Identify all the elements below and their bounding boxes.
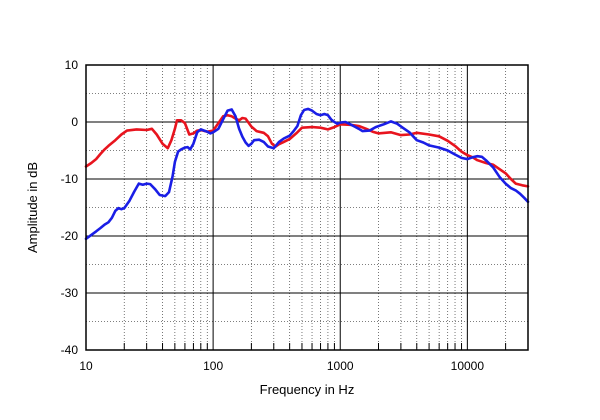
y-tick-label: -30 xyxy=(61,286,79,300)
y-axis-tick-labels: 10 0 -10 -20 -30 -40 xyxy=(61,58,79,357)
y-tick-label: 10 xyxy=(65,58,79,72)
y-tick-label: -10 xyxy=(61,172,79,186)
series-line-1 xyxy=(84,113,530,188)
y-tick-label: -20 xyxy=(61,229,79,243)
series-layer xyxy=(84,107,530,241)
y-tick-label: 0 xyxy=(71,115,78,129)
plot-frame xyxy=(85,64,529,351)
x-tick-label: 1000 xyxy=(327,359,354,373)
series-line-2 xyxy=(84,107,530,241)
x-tick-label: 10000 xyxy=(451,359,485,373)
x-axis-tick-labels: 10 100 1000 10000 xyxy=(79,359,484,373)
x-tick-label: 100 xyxy=(203,359,223,373)
x-tick-label: 10 xyxy=(79,359,93,373)
y-tick-label: -40 xyxy=(61,343,79,357)
minor-gridlines xyxy=(86,65,529,350)
y-axis-label: Amplitude in dB xyxy=(25,162,40,253)
x-axis-label: Frequency in Hz xyxy=(260,382,355,397)
